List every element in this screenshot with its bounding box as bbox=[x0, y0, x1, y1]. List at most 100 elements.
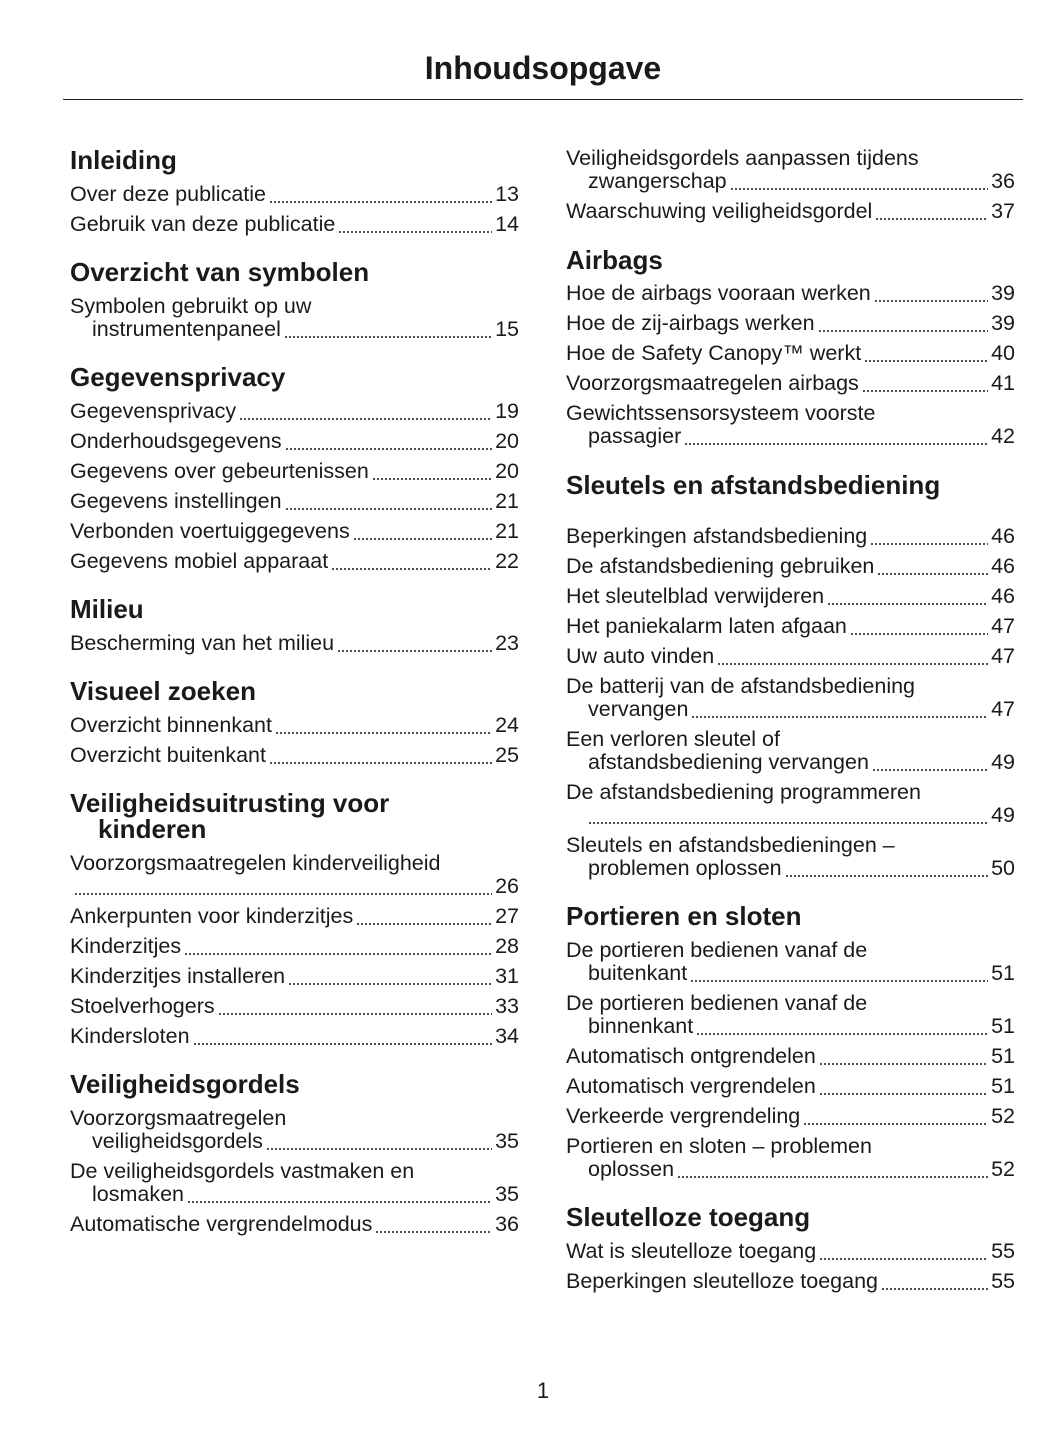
toc-entry-text: Waarschuwing veiligheidsgordel bbox=[566, 199, 873, 223]
toc-entry[interactable]: De portieren bedienen vanaf de buitenkant… bbox=[566, 937, 1015, 985]
toc-entry[interactable]: Hoe de airbags vooraan werken 39 bbox=[566, 282, 1015, 305]
dot-leader bbox=[677, 1157, 989, 1181]
toc-entry[interactable]: Kindersloten 34 bbox=[70, 1023, 519, 1048]
toc-entry-line: Verkeerde vergrendeling 52 bbox=[566, 1103, 1015, 1128]
dot-leader bbox=[873, 282, 989, 305]
toc-entry-line: Sleutels en afstandsbedieningen – bbox=[566, 833, 1015, 857]
dot-leader bbox=[239, 399, 493, 423]
toc-entry[interactable]: Symbolen gebruikt op uw instrumentenpanee… bbox=[70, 294, 519, 341]
toc-entry[interactable]: Voorzorgsmaatregelen kinderveiligheid 26 bbox=[70, 850, 519, 898]
toc-page-number: 51 bbox=[991, 1073, 1015, 1098]
toc-entry[interactable]: Automatisch ontgrendelen 51 bbox=[566, 1044, 1015, 1068]
toc-entry[interactable]: Verbonden voertuiggegevens 21 bbox=[70, 518, 519, 543]
toc-entry[interactable]: De batterij van de afstandsbediening verv… bbox=[566, 674, 1015, 721]
toc-entry-text: veiligheidsgordels bbox=[92, 1128, 263, 1153]
toc-entry-text: Automatisch vergrendelen bbox=[566, 1073, 816, 1098]
toc-entry-line: Gewichtssensorsysteem voorste bbox=[566, 402, 1015, 425]
toc-entry[interactable]: Wat is sleutelloze toegang 55 bbox=[566, 1238, 1015, 1263]
toc-page-number: 50 bbox=[991, 855, 1015, 880]
section-heading-text: Airbags bbox=[566, 244, 663, 275]
toc-entry[interactable]: Het paniekalarm laten afgaan 47 bbox=[566, 614, 1015, 638]
section-heading-text: Sleutels en afstandsbediening bbox=[566, 469, 941, 500]
dot-leader bbox=[284, 429, 493, 453]
toc-entry-text: instrumentenpaneel bbox=[92, 316, 281, 341]
toc-entry[interactable]: Bescherming van het milieu 23 bbox=[70, 631, 519, 655]
toc-entry[interactable]: Verkeerde vergrendeling 52 bbox=[566, 1103, 1015, 1128]
toc-entry-line: De afstandsbediening gebruiken 46 bbox=[566, 554, 1015, 578]
toc-entry-line: Voorzorgsmaatregelen bbox=[70, 1106, 519, 1130]
toc-entry[interactable]: Portieren en sloten – problemen oplossen 5… bbox=[566, 1134, 1015, 1181]
section-heading-text: Sleutelloze toegang bbox=[566, 1202, 811, 1232]
toc-entry-text: afstandsbediening vervangen bbox=[588, 749, 869, 774]
toc-entry-line: Een verloren sleutel of bbox=[566, 727, 1015, 751]
toc-page-number: 15 bbox=[495, 316, 519, 341]
toc-entry[interactable]: Gegevens over gebeurtenissen 20 bbox=[70, 458, 519, 483]
toc-entry-text: Voorzorgsmaatregelen kinderveiligheid bbox=[70, 850, 441, 875]
toc-entry[interactable]: Voorzorgsmaatregelen veiligheidsgordels 35 bbox=[70, 1106, 519, 1153]
toc-entry[interactable]: Kinderzitjes 28 bbox=[70, 933, 519, 958]
toc-entry-line: Het sleutelblad verwijderen 46 bbox=[566, 584, 1015, 608]
toc-entry-text: Verkeerde vergrendeling bbox=[566, 1103, 801, 1128]
toc-entry[interactable]: Overzicht binnenkant 24 bbox=[70, 713, 519, 737]
toc-entry[interactable]: De portieren bedienen vanaf de binnenkant… bbox=[566, 991, 1015, 1038]
toc-entry-text: Beperkingen sleutelloze toegang bbox=[566, 1268, 878, 1293]
toc-entry[interactable]: Gebruik van deze publicatie 14 bbox=[70, 212, 519, 236]
toc-entry[interactable]: Een verloren sleutel of afstandsbediening… bbox=[566, 727, 1015, 774]
toc-entry-text: Gegevens mobiel apparaat bbox=[70, 548, 329, 573]
dot-leader bbox=[691, 697, 989, 721]
toc-entry[interactable]: Sleutels en afstandsbedieningen – problem… bbox=[566, 833, 1015, 880]
toc-entry[interactable]: Gegevens instellingen 21 bbox=[70, 489, 519, 513]
toc-entry[interactable]: Gegevensprivacy 19 bbox=[70, 398, 519, 423]
toc-entry[interactable]: Overzicht buitenkant 25 bbox=[70, 743, 519, 767]
toc-entry-line: Uw auto vinden 47 bbox=[566, 643, 1015, 668]
toc-entry-text: De portieren bedienen vanaf de bbox=[566, 937, 868, 962]
toc-entry[interactable]: Veiligheidsgordels aanpassen tijdens zwan… bbox=[566, 147, 1015, 193]
toc-entry[interactable]: Waarschuwing veiligheidsgordel 37 bbox=[566, 200, 1015, 223]
dot-leader bbox=[803, 1104, 989, 1128]
dot-leader bbox=[690, 961, 989, 985]
toc-page-number: 21 bbox=[495, 518, 519, 543]
toc-page-number: 19 bbox=[495, 398, 519, 423]
toc-entry[interactable]: Ankerpunten voor kinderzitjes 27 bbox=[70, 904, 519, 928]
toc-entry[interactable]: Voorzorgsmaatregelen airbags 41 bbox=[566, 372, 1015, 395]
toc-page-number: 35 bbox=[495, 1181, 519, 1206]
toc-entry-line: Hoe de zij-airbags werken 39 bbox=[566, 312, 1015, 335]
toc-page-number: 36 bbox=[991, 169, 1015, 193]
toc-entry[interactable]: Hoe de zij-airbags werken 39 bbox=[566, 312, 1015, 335]
section-heading: Portieren en sloten bbox=[566, 903, 1015, 929]
toc-entry[interactable]: De afstandsbediening gebruiken 46 bbox=[566, 554, 1015, 578]
toc-page-number: 49 bbox=[991, 749, 1015, 774]
toc-entry-text: Hoe de Safety Canopy™ werkt bbox=[566, 341, 862, 365]
toc-entry[interactable]: Onderhoudsgegevens 20 bbox=[70, 429, 519, 453]
toc-entry-text: Kinderzitjes bbox=[70, 933, 182, 958]
toc-entry-text: buitenkant bbox=[588, 960, 688, 985]
toc-entry[interactable]: Beperkingen sleutelloze toegang 55 bbox=[566, 1268, 1015, 1293]
toc-entry[interactable]: De afstandsbediening programmeren 49 bbox=[566, 780, 1015, 827]
dot-leader bbox=[288, 964, 493, 988]
toc-page-number: 34 bbox=[495, 1023, 519, 1048]
toc-entry[interactable]: Hoe de Safety Canopy™ werkt 40 bbox=[566, 342, 1015, 365]
toc-entry-text: Wat is sleutelloze toegang bbox=[566, 1238, 817, 1263]
toc-entry[interactable]: Gegevens mobiel apparaat 22 bbox=[70, 548, 519, 573]
dot-leader bbox=[729, 170, 989, 193]
toc-entry[interactable]: Automatisch vergrendelen 51 bbox=[566, 1073, 1015, 1098]
toc-entry-text: Uw auto vinden bbox=[566, 643, 715, 668]
toc-entry-line: De afstandsbediening programmeren bbox=[566, 780, 1015, 804]
toc-entry-text: Gegevens over gebeurtenissen bbox=[70, 458, 369, 483]
toc-entry-line: zwangerschap 36 bbox=[566, 170, 1015, 193]
toc-entry[interactable]: Kinderzitjes installeren 31 bbox=[70, 964, 519, 988]
section-heading-text: Veiligheidsuitrusting voor bbox=[70, 788, 390, 818]
toc-entry[interactable]: Gewichtssensorsysteem voorste passagier 42 bbox=[566, 402, 1015, 448]
toc-entry-line: Overzicht buitenkant 25 bbox=[70, 743, 519, 767]
toc-entry[interactable]: Automatische vergrendelmodus 36 bbox=[70, 1212, 519, 1236]
toc-entry[interactable]: Stoelverhogers 33 bbox=[70, 994, 519, 1018]
toc-entry[interactable]: Het sleutelblad verwijderen 46 bbox=[566, 584, 1015, 608]
toc-entry[interactable]: Over deze publicatie 13 bbox=[70, 182, 519, 206]
toc-entry-text: Hoe de zij-airbags werken bbox=[566, 311, 815, 335]
toc-entry[interactable]: Beperkingen afstandsbediening 46 bbox=[566, 524, 1015, 548]
toc-entry-line: Automatische vergrendelmodus 36 bbox=[70, 1212, 519, 1236]
toc-page-number: 49 bbox=[991, 802, 1015, 827]
dot-leader bbox=[338, 212, 493, 236]
toc-entry[interactable]: De veiligheidsgordels vastmaken en losmak… bbox=[70, 1159, 519, 1206]
toc-entry[interactable]: Uw auto vinden 47 bbox=[566, 643, 1015, 668]
